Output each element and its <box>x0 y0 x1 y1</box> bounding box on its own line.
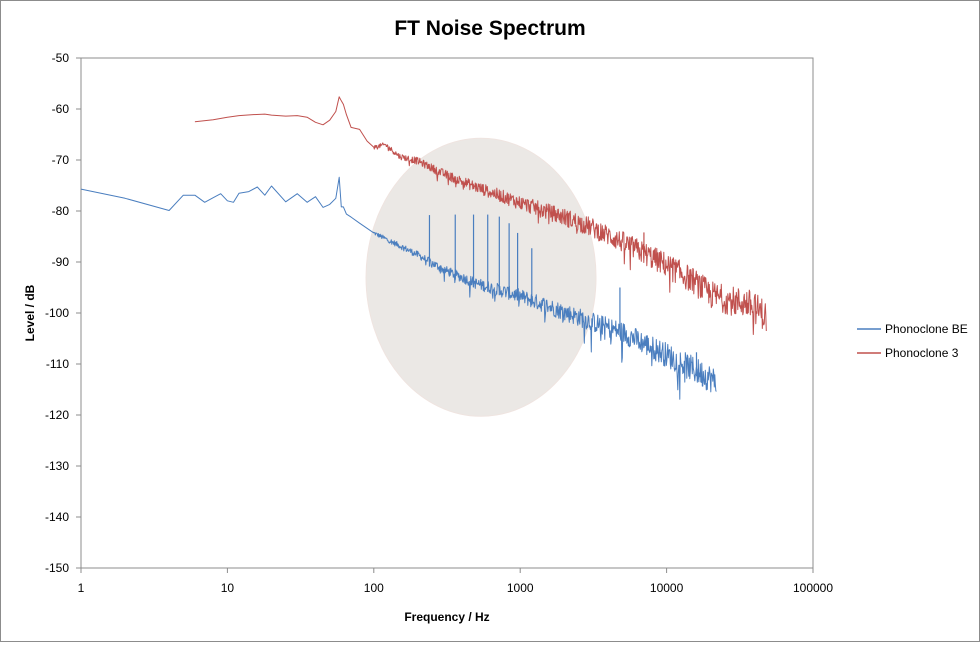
x-tick-label: 100 <box>364 581 384 595</box>
legend-label: Phonoclone BE <box>885 322 968 336</box>
y-tick-label: -60 <box>52 102 70 116</box>
y-tick-label: -120 <box>45 408 69 422</box>
series-line-phonoclone-3 <box>194 96 767 335</box>
legend-label: Phonoclone 3 <box>885 346 959 360</box>
y-tick-label: -90 <box>52 255 70 269</box>
highlight-ellipse <box>365 137 597 417</box>
x-tick-label: 1 <box>78 581 85 595</box>
y-axis-title: Level / dB <box>23 284 37 341</box>
y-tick-label: -70 <box>52 153 70 167</box>
y-tick-label: -80 <box>52 204 70 218</box>
x-tick-label: 100000 <box>793 581 833 595</box>
series-line-phonoclone-be <box>80 176 717 400</box>
y-tick-label: -150 <box>45 561 69 575</box>
chart-title: FT Noise Spectrum <box>394 17 585 40</box>
x-axis-title: Frequency / Hz <box>404 610 489 624</box>
x-tick-label: 1000 <box>507 581 534 595</box>
x-tick-label: 10 <box>221 581 235 595</box>
y-tick-label: -110 <box>46 357 69 371</box>
y-tick-label: -50 <box>52 51 70 65</box>
y-tick-label: -100 <box>45 306 69 320</box>
x-tick-label: 10000 <box>650 581 684 595</box>
y-tick-label: -130 <box>45 459 69 473</box>
legend: Phonoclone BE Phonoclone 3 <box>857 322 968 360</box>
y-tick-label: -140 <box>45 510 69 524</box>
